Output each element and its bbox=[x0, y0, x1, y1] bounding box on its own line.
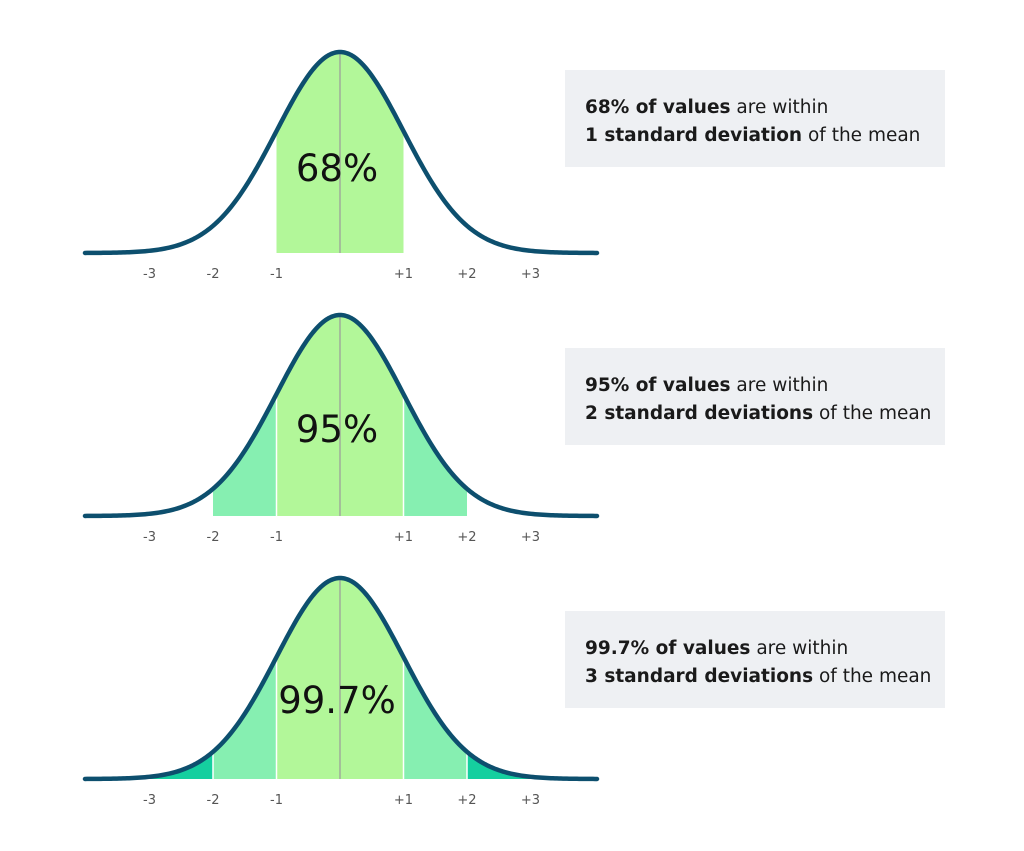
callout-1sd-bold-1: 68% of values bbox=[585, 97, 731, 118]
x-tick-label: -2 bbox=[207, 530, 220, 545]
callout-3sd: 99.7% of values are within 3 standard de… bbox=[565, 611, 945, 708]
x-tick-label: +1 bbox=[394, 793, 413, 808]
callout-1sd-bold-2: 1 standard deviation bbox=[585, 125, 803, 146]
callout-3sd-text-2: of the mean bbox=[813, 666, 932, 687]
x-tick-label: -2 bbox=[207, 267, 220, 282]
x-tick-label: +2 bbox=[457, 793, 476, 808]
x-tick-label: -3 bbox=[143, 267, 156, 282]
callout-2sd-text-1: are within bbox=[730, 375, 829, 396]
x-tick-label: -3 bbox=[143, 530, 156, 545]
shaded-band-right-3sd bbox=[467, 751, 531, 779]
center-percentage-label: 99.7% bbox=[278, 679, 396, 722]
callout-2sd-bold-2: 2 standard deviations bbox=[585, 403, 814, 424]
x-tick-label: +3 bbox=[521, 530, 540, 545]
x-tick-label: +3 bbox=[521, 793, 540, 808]
shaded-band-left-3sd bbox=[149, 751, 213, 779]
x-tick-label: -1 bbox=[270, 267, 283, 282]
callout-1sd: 68% of values are within 1 standard devi… bbox=[565, 70, 945, 167]
x-tick-label: -1 bbox=[270, 793, 283, 808]
x-tick-label: +2 bbox=[457, 530, 476, 545]
x-tick-label: +1 bbox=[394, 530, 413, 545]
callout-2sd-bold-1: 95% of values bbox=[585, 375, 731, 396]
center-percentage-label: 95% bbox=[296, 408, 378, 451]
x-tick-label: -2 bbox=[207, 793, 220, 808]
x-tick-label: -1 bbox=[270, 530, 283, 545]
distribution-panel-1sd: -3 -2 -1 +1 +2 +3 68% bbox=[82, 49, 600, 282]
callout-3sd-bold-1: 99.7% of values bbox=[585, 638, 751, 659]
callout-3sd-bold-2: 3 standard deviations bbox=[585, 666, 814, 687]
x-tick-label: +2 bbox=[457, 267, 476, 282]
x-tick-label: +1 bbox=[394, 267, 413, 282]
callout-3sd-text-1: are within bbox=[750, 638, 849, 659]
callout-2sd: 95% of values are within 2 standard devi… bbox=[565, 348, 945, 445]
callout-1sd-text-1: are within bbox=[730, 97, 829, 118]
distribution-panel-3sd: -3 -2 -1 +1 +2 +3 99.7% bbox=[82, 575, 600, 808]
callout-2sd-text-2: of the mean bbox=[813, 403, 932, 424]
distribution-curve bbox=[82, 49, 600, 256]
distribution-panel-2sd: -3 -2 -1 +1 +2 +3 95% bbox=[82, 312, 600, 545]
x-tick-label: +3 bbox=[521, 267, 540, 282]
callout-1sd-text-2: of the mean bbox=[802, 125, 921, 146]
x-tick-label: -3 bbox=[143, 793, 156, 808]
distribution-curve bbox=[82, 575, 600, 782]
center-percentage-label: 68% bbox=[296, 147, 378, 190]
distribution-curve bbox=[82, 312, 600, 519]
